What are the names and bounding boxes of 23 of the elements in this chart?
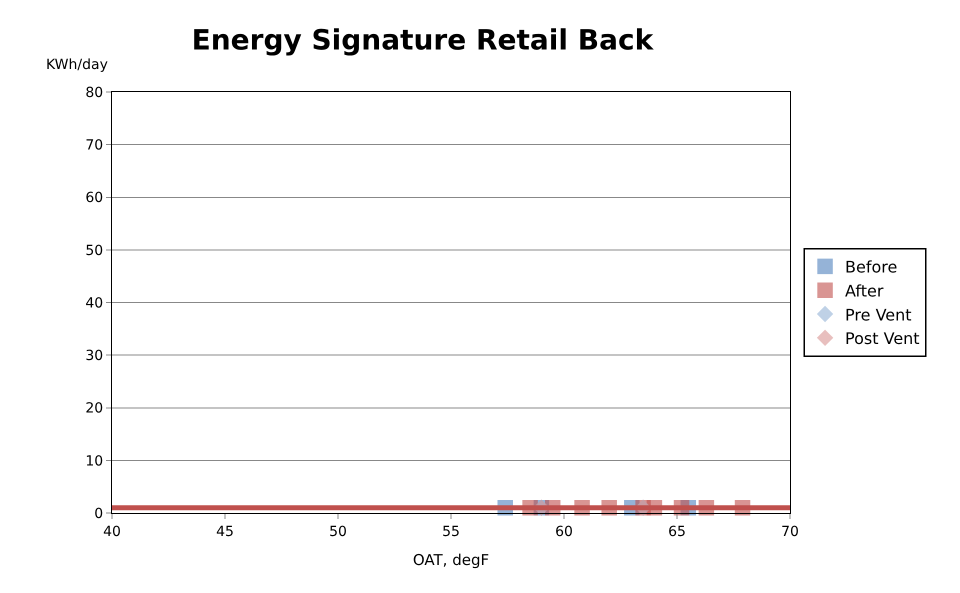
- y-tick-label: 10: [85, 453, 104, 470]
- x-tick-label: 40: [103, 524, 121, 540]
- legend-label: Before: [845, 258, 898, 277]
- legend-label: After: [845, 281, 884, 300]
- y-tick-label: 60: [85, 190, 104, 206]
- x-tick-label: 60: [555, 524, 573, 540]
- chart-title: Energy Signature Retail Back: [192, 23, 655, 56]
- x-axis-title: OAT, degF: [412, 550, 490, 569]
- x-tick-label: 65: [668, 524, 686, 540]
- legend-label: Post Vent: [845, 329, 920, 348]
- y-tick-label: 70: [85, 138, 104, 154]
- legend-label: Pre Vent: [845, 305, 912, 324]
- y-tick-label: 0: [94, 506, 104, 522]
- x-tick-label: 70: [781, 524, 799, 540]
- x-tick-label: 50: [329, 524, 347, 540]
- x-tick-label: 55: [442, 524, 460, 540]
- y-tick-label: 40: [85, 295, 104, 312]
- y-tick-label: 80: [85, 84, 104, 101]
- y-tick-label: 20: [85, 400, 104, 417]
- y-axis-title: KWh/day: [46, 57, 108, 73]
- y-tick-label: 50: [85, 242, 104, 259]
- y-tick-label: 30: [85, 348, 104, 364]
- x-tick-label: 45: [216, 524, 234, 540]
